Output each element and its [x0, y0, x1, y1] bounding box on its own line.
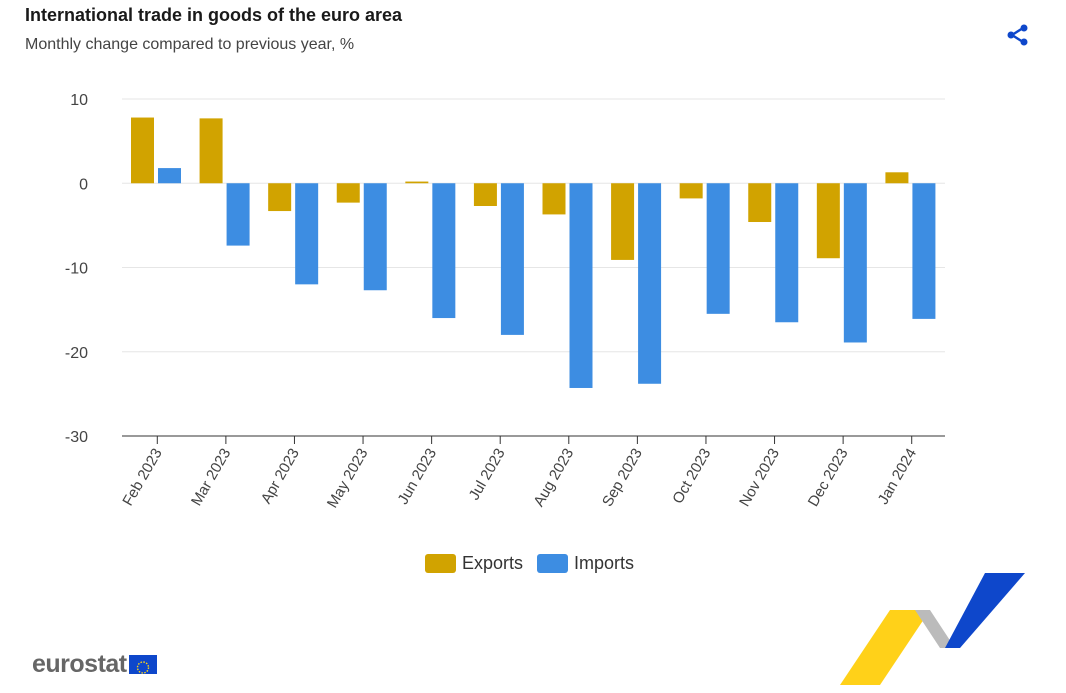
bar-exports[interactable] — [405, 181, 429, 184]
x-tick-label: Dec 2023 — [805, 446, 852, 510]
bar-exports[interactable] — [748, 183, 772, 223]
bar-imports[interactable] — [226, 183, 250, 246]
eurostat-logo: eurostat — [32, 650, 157, 679]
bar-imports[interactable] — [295, 183, 319, 285]
exports-swatch — [425, 554, 456, 573]
x-tick-label: Jun 2023 — [394, 446, 440, 508]
bar-exports[interactable] — [336, 183, 360, 203]
legend: Exports Imports — [425, 553, 634, 574]
bar-imports[interactable] — [638, 183, 662, 384]
bar-imports[interactable] — [432, 183, 456, 319]
x-tick-label: May 2023 — [324, 446, 372, 512]
x-tick-label: Sep 2023 — [599, 446, 646, 510]
x-tick-label: Jan 2024 — [875, 446, 921, 508]
bar-imports[interactable] — [158, 168, 181, 184]
x-tick-label: Apr 2023 — [258, 446, 303, 507]
x-tick-label: Oct 2023 — [669, 446, 714, 507]
logo-text: eurostat — [32, 650, 127, 678]
x-tick-label: Aug 2023 — [530, 446, 577, 510]
bar-imports[interactable] — [363, 183, 387, 291]
bar-exports[interactable] — [542, 183, 566, 215]
bar-imports[interactable] — [843, 183, 867, 343]
legend-imports[interactable]: Imports — [537, 553, 634, 574]
bar-exports[interactable] — [611, 183, 635, 260]
bar-exports[interactable] — [131, 117, 154, 184]
legend-imports-label: Imports — [574, 553, 635, 573]
x-tick-label: Feb 2023 — [119, 446, 165, 509]
share-icon[interactable] — [1005, 22, 1031, 48]
legend-exports[interactable]: Exports — [425, 553, 523, 574]
y-tick-label: 0 — [79, 176, 88, 193]
y-tick-label: 10 — [70, 92, 88, 109]
bar-exports[interactable] — [816, 183, 840, 259]
chart-title: International trade in goods of the euro… — [25, 5, 403, 25]
bar-imports[interactable] — [912, 183, 936, 319]
imports-swatch — [537, 554, 569, 573]
y-tick-label: -10 — [65, 261, 88, 278]
legend-exports-label: Exports — [462, 553, 524, 573]
x-tick-label: Mar 2023 — [188, 446, 234, 509]
x-tick-label: Nov 2023 — [736, 446, 783, 510]
y-tick-label: -20 — [65, 345, 88, 362]
bar-exports[interactable] — [885, 172, 909, 184]
decorative-ribbon — [840, 573, 1025, 685]
bar-imports[interactable] — [569, 183, 593, 388]
eu-flag-icon — [128, 655, 157, 674]
bar-imports[interactable] — [706, 183, 730, 314]
y-tick-label: -30 — [65, 429, 88, 446]
bar-exports[interactable] — [679, 183, 703, 199]
chart-subtitle: Monthly change compared to previous year… — [25, 36, 355, 53]
bar-exports[interactable] — [199, 118, 223, 184]
bar-imports[interactable] — [775, 183, 799, 323]
bar-exports[interactable] — [473, 183, 497, 206]
bar-exports[interactable] — [268, 183, 292, 212]
bar-imports[interactable] — [500, 183, 524, 335]
bar-chart: 10 0 -10 -20 -30 Feb 2023 Mar 2023 Apr 2023 May … — [65, 92, 945, 512]
x-tick-label: Jul 2023 — [466, 446, 509, 504]
